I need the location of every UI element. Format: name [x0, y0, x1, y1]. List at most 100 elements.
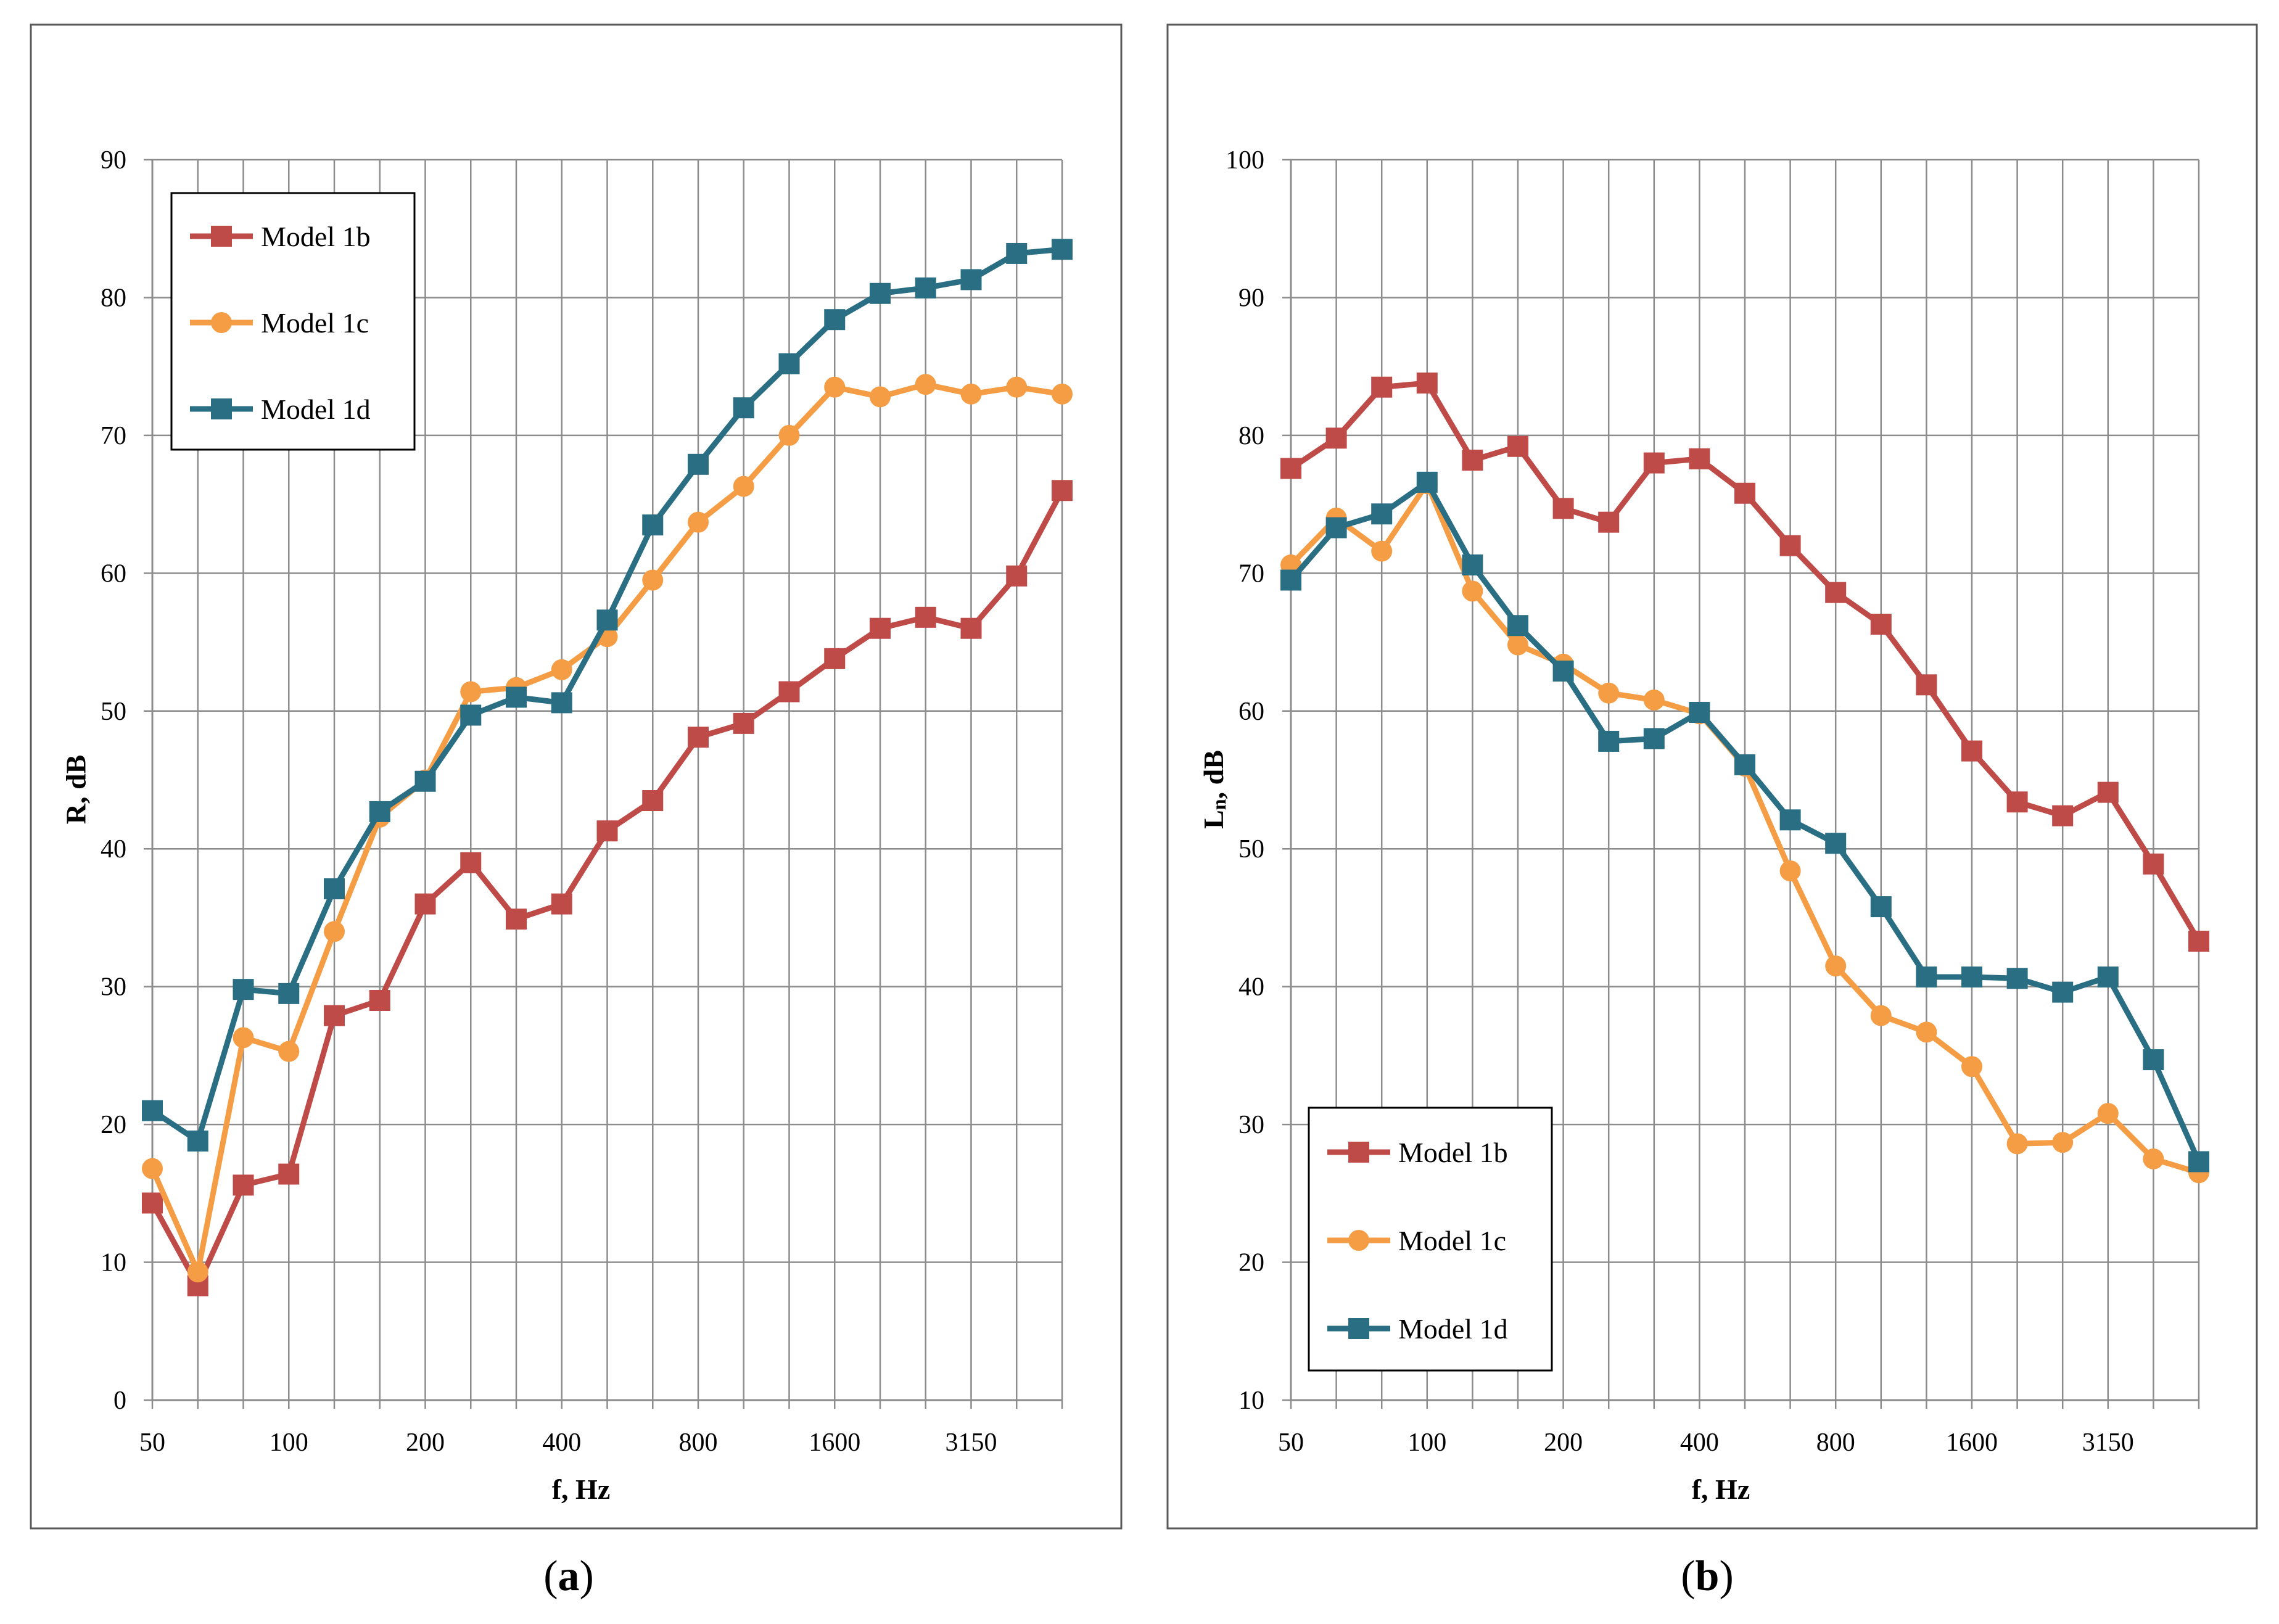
chart-b-data-point-model-1b [1734, 482, 1755, 504]
chart-a-data-point-model-1b [870, 617, 891, 639]
chart-a-series-model-1b [142, 480, 1073, 1296]
chart-a-x-tick-label: 1600 [809, 1428, 860, 1457]
chart-a-data-point-model-1b [278, 1163, 300, 1185]
chart-b-data-point-model-1c [1916, 1021, 1937, 1043]
chart-a-legend-item-model-1b: Model 1b [190, 221, 371, 252]
chart-a-data-point-model-1c [1006, 376, 1028, 398]
chart-b-x-axis-title: f, Hz [1692, 1474, 1750, 1505]
caption-b-close-paren: ) [1719, 1552, 1733, 1600]
chart-b-x-tick-label: 3150 [2082, 1428, 2134, 1457]
chart-a-data-point-model-1c [733, 476, 754, 497]
chart-a-data-point-model-1b [688, 727, 709, 748]
chart-b-data-point-model-1b [1462, 450, 1483, 471]
chart-b-y-tick-label: 30 [1238, 1111, 1264, 1139]
chart-b-x-ticks: 50 100 200 400 800 1600 3150 [1278, 1428, 2134, 1457]
chart-a-y-tick-label: 60 [101, 559, 126, 588]
chart-a-data-point-model-1b [1052, 480, 1073, 501]
chart-b-data-point-model-1b [1689, 448, 1710, 469]
chart-a-data-point-model-1b [460, 852, 482, 873]
chart-b-data-point-model-1d [1507, 615, 1528, 637]
chart-b-data-point-model-1d [1643, 728, 1665, 749]
chart-a-x-tick-label: 3150 [946, 1428, 997, 1457]
chart-b-data-point-model-1b [2006, 791, 2028, 813]
chart-a-y-tick-label: 20 [101, 1111, 126, 1139]
chart-b-legend: Model 1b Model 1c Model 1d [1308, 1107, 1553, 1372]
chart-b-y-tick-label: 60 [1238, 698, 1264, 726]
chart-a-data-point-model-1c [1052, 383, 1073, 405]
chart-a-data-point-model-1d [506, 686, 527, 708]
chart-b-data-point-model-1c [2052, 1132, 2074, 1153]
chart-a-data-point-model-1d [278, 983, 300, 1004]
chart-b-data-point-model-1d [2143, 1049, 2164, 1071]
chart-a-data-point-model-1b [142, 1192, 163, 1214]
chart-a-data-point-model-1d [642, 514, 664, 536]
chart-a-y-tick-label: 30 [101, 973, 126, 1002]
caption-b-open-paren: ( [1681, 1552, 1695, 1600]
chart-b-series-model-1d [1280, 471, 2209, 1173]
chart-a-x-ticks: 50 100 200 400 800 1600 3150 [139, 1428, 997, 1457]
chart-b-legend-label-model-1b: Model 1b [1398, 1137, 1508, 1168]
chart-a-data-point-model-1b [506, 909, 527, 930]
chart-a-legend-label-model-1c: Model 1c [261, 307, 369, 339]
chart-b-data-point-model-1d [1598, 730, 1620, 752]
chart-b-legend-item-model-1b: Model 1b [1327, 1137, 1508, 1168]
chart-b-data-point-model-1c [1507, 634, 1528, 656]
chart-a-data-point-model-1b [596, 820, 618, 842]
chart-b-x-tick-label: 400 [1680, 1428, 1719, 1457]
chart-b-y-tick-label: 10 [1238, 1387, 1264, 1415]
caption-a-letter: a [558, 1552, 580, 1600]
chart-b-data-point-model-1c [1961, 1056, 1982, 1078]
chart-b-data-point-model-1d [1916, 967, 1937, 988]
chart-b-y-tick-label: 80 [1238, 422, 1264, 450]
chart-b-y-tick-label: 90 [1238, 284, 1264, 312]
chart-a-y-tick-label: 0 [113, 1387, 126, 1415]
chart-a-data-point-model-1c [688, 511, 709, 533]
caption-b-letter: b [1696, 1552, 1720, 1600]
chart-a-data-point-model-1d [915, 277, 936, 299]
chart-a-data-point-model-1b [551, 893, 572, 915]
chart-b-data-point-model-1b [1507, 435, 1528, 457]
chart-b-data-point-model-1d [1325, 517, 1347, 538]
chart-a-data-point-model-1d [960, 269, 982, 291]
chart-a-x-tick-label: 400 [542, 1428, 581, 1457]
chart-a-legend-item-model-1c: Model 1c [190, 307, 369, 339]
chart-b-x-tick-label: 800 [1816, 1428, 1855, 1457]
chart-a-y-tick-label: 80 [101, 284, 126, 312]
chart-b-data-point-model-1d [1825, 833, 1847, 854]
chart-a-data-point-model-1d [733, 397, 754, 419]
chart-a-data-point-model-1d [142, 1100, 163, 1121]
chart-a-legend-marker-model-1c [211, 312, 232, 333]
chart-a-data-point-model-1c [824, 376, 846, 398]
chart-b-y-tick-label: 20 [1238, 1249, 1264, 1277]
chart-b-data-point-model-1b [1371, 376, 1393, 398]
chart-a-data-point-model-1c [460, 681, 482, 703]
chart-a-data-point-model-1b [233, 1174, 254, 1196]
chart-a-data-point-model-1b [733, 712, 754, 734]
chart-a-data-point-model-1b [642, 790, 664, 812]
chart-b-data-point-model-1d [1371, 503, 1393, 525]
chart-a-legend-label-model-1d: Model 1d [261, 394, 371, 425]
chart-a-data-point-model-1d [824, 309, 846, 331]
chart-b-data-point-model-1d [1416, 471, 1438, 493]
chart-b-data-point-model-1c [1643, 689, 1665, 711]
chart-b-data-point-model-1c [1870, 1005, 1892, 1026]
chart-b-data-point-model-1b [2188, 930, 2209, 952]
chart-b-data-point-model-1b [1870, 614, 1892, 635]
chart-b-data-point-model-1b [1416, 372, 1438, 394]
chart-b-grid [1282, 159, 2200, 1409]
chart-a-y-tick-label: 50 [101, 698, 126, 726]
chart-a-data-point-model-1d [870, 282, 891, 304]
chart-b-series-model-1b [1280, 372, 2209, 952]
chart-b-data-point-model-1b [2143, 853, 2164, 875]
chart-a-data-point-model-1c [187, 1261, 208, 1283]
chart-b-x-tick-label: 100 [1407, 1428, 1446, 1457]
chart-a-data-point-model-1b [369, 990, 390, 1012]
chart-b-data-point-model-1b [1552, 498, 1574, 519]
chart-a-data-point-model-1d [596, 609, 618, 631]
chart-a-data-point-model-1b [778, 681, 800, 703]
chart-b-data-point-model-1b [1325, 427, 1347, 449]
chart-a-legend-marker-model-1d [211, 398, 232, 419]
chart-a-data-point-model-1c [915, 374, 936, 395]
chart-a-data-point-model-1c [278, 1041, 300, 1062]
chart-a-data-point-model-1c [642, 569, 664, 591]
